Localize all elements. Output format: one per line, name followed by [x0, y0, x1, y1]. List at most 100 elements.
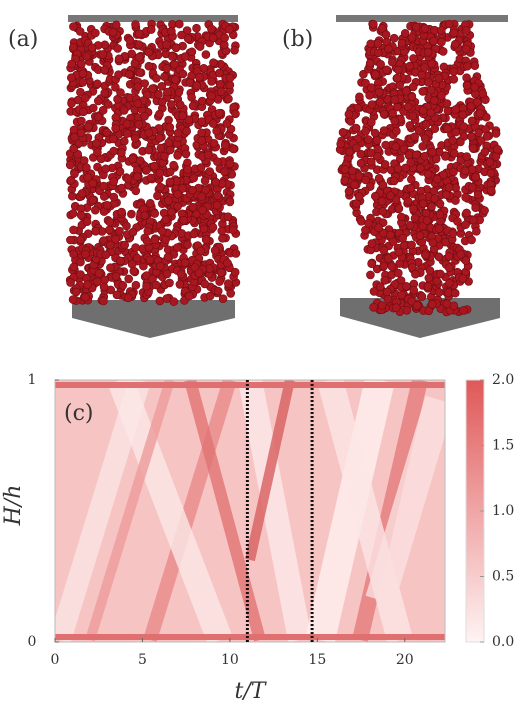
particle [68, 192, 76, 200]
particle [378, 302, 386, 310]
particle [78, 189, 86, 197]
particle [120, 107, 128, 115]
particle [364, 136, 372, 144]
particle [479, 90, 487, 98]
particle [114, 44, 122, 52]
particle [117, 89, 125, 97]
particle [224, 213, 232, 221]
particle [444, 125, 452, 133]
particle [198, 129, 206, 137]
particle [92, 227, 100, 235]
particle [368, 101, 376, 109]
figure: (a) (b) (c) t/T H/h 05101520010.00.51.01… [0, 0, 529, 710]
particle [145, 62, 153, 70]
particle [168, 53, 176, 61]
particle [483, 133, 491, 141]
particle [384, 295, 392, 303]
particle [77, 258, 85, 266]
particle [367, 40, 375, 48]
particle [119, 281, 127, 289]
particle [402, 282, 410, 290]
particle [380, 110, 388, 118]
particle [147, 174, 155, 182]
particle [452, 106, 460, 114]
particle [386, 231, 394, 239]
particle [164, 253, 172, 261]
particle [69, 296, 77, 304]
particle [471, 83, 479, 91]
particle [476, 110, 484, 118]
particle [452, 128, 460, 136]
panel-label: (b) [282, 27, 313, 52]
particle [389, 109, 397, 117]
particle [357, 217, 365, 225]
particle [384, 45, 392, 53]
particle [382, 31, 390, 39]
particle [103, 128, 111, 136]
particle [109, 28, 117, 36]
particle [407, 184, 415, 192]
particle [369, 20, 377, 28]
particle [81, 293, 89, 301]
particle [79, 70, 87, 78]
particle [89, 196, 97, 204]
particle [185, 292, 193, 300]
particle [123, 222, 131, 230]
particle [89, 179, 97, 187]
particle [481, 207, 489, 215]
particle [225, 95, 233, 103]
particle [469, 144, 477, 152]
particle [70, 250, 78, 258]
particle [422, 121, 430, 129]
particle [411, 270, 419, 278]
particle [145, 129, 153, 137]
particle [100, 297, 108, 305]
particle [436, 200, 444, 208]
particle [433, 277, 441, 285]
particle [390, 177, 398, 185]
particle [373, 136, 381, 144]
particle [167, 27, 175, 35]
particle [105, 226, 113, 234]
particle [394, 165, 402, 173]
particle [469, 216, 477, 224]
particle [132, 187, 140, 195]
particle [418, 71, 426, 79]
particle [362, 127, 370, 135]
particle [118, 184, 126, 192]
particle [129, 228, 137, 236]
particle [99, 50, 107, 58]
particle [77, 271, 85, 279]
particle [115, 55, 123, 63]
particle [132, 244, 140, 252]
particle [445, 183, 453, 191]
particle [424, 78, 432, 86]
particle [209, 34, 217, 42]
y-tick-label: 0 [28, 634, 37, 650]
particle [429, 148, 437, 156]
particle [366, 59, 374, 67]
particle [450, 75, 458, 83]
particle [421, 152, 429, 160]
particle [435, 253, 443, 261]
particle [468, 133, 476, 141]
particle [164, 197, 172, 205]
particle [394, 269, 402, 277]
particle [174, 151, 182, 159]
particle [202, 236, 210, 244]
particle [135, 30, 143, 38]
particle [355, 93, 363, 101]
particle [341, 165, 349, 173]
particle [156, 169, 164, 177]
particle [383, 288, 391, 296]
particle [472, 173, 480, 181]
particle [166, 279, 174, 287]
particle [424, 170, 432, 178]
particle [180, 216, 188, 224]
particle [392, 143, 400, 151]
particle [431, 125, 439, 133]
y-axis-label: H/h [1, 485, 26, 527]
particle [445, 252, 453, 260]
particle [444, 107, 452, 115]
particle [216, 278, 224, 286]
